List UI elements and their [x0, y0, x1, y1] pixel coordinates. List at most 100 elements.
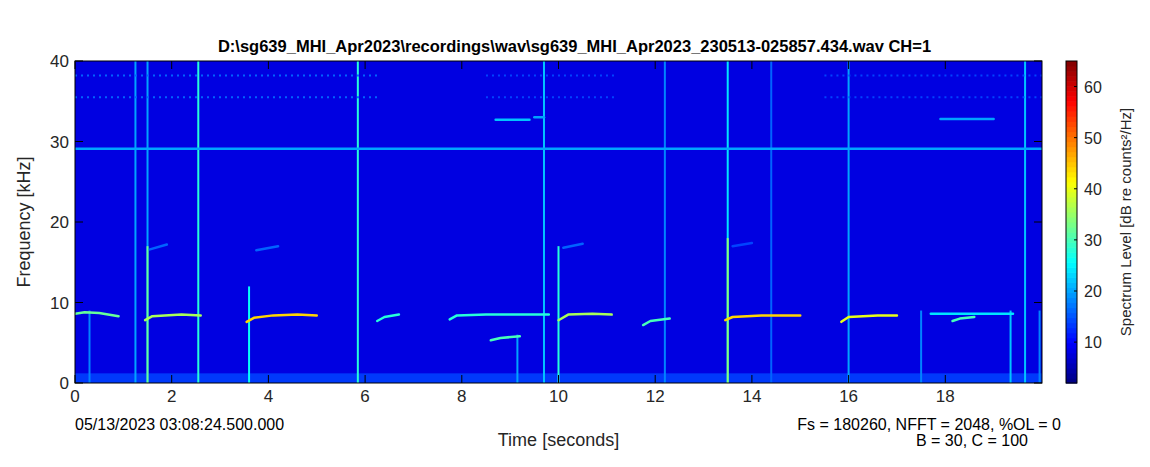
colorbar-swatch [1066, 101, 1077, 107]
colorbar-swatch [1066, 106, 1077, 112]
colorbar-swatch [1066, 227, 1077, 233]
x-tick [75, 61, 76, 69]
figure: 024681012141618010203040D:\sg639_MHI_Apr… [0, 0, 1150, 467]
tonal [643, 319, 670, 325]
colorbar-swatch [1066, 116, 1077, 122]
tonal [953, 317, 975, 321]
colorbar-swatch [1066, 126, 1077, 132]
y-tick [1034, 141, 1042, 142]
colorbar-label: Spectrum Level [dB re counts²/Hz] [1117, 108, 1134, 336]
colorbar-swatch [1066, 71, 1077, 77]
parameters: B = 30, C = 100 [916, 432, 1028, 449]
click [727, 61, 729, 383]
colorbar-swatch [1066, 212, 1077, 218]
tonal [150, 245, 167, 250]
colorbar-swatch [1066, 121, 1077, 127]
colorbar-tick-label: 40 [1084, 181, 1102, 198]
colorbar-swatch [1066, 292, 1077, 298]
tonal [75, 147, 1042, 150]
y-tick-label: 20 [50, 213, 69, 232]
x-tick [268, 375, 269, 383]
tonal [940, 118, 993, 121]
x-tick-label: 6 [360, 387, 369, 406]
tonal [559, 314, 612, 320]
colorbar-swatch [1066, 348, 1077, 354]
background-level [75, 61, 1042, 383]
colorbar-swatch [1066, 277, 1077, 283]
colorbar-swatch [1066, 328, 1077, 334]
colorbar-tick [1074, 86, 1077, 87]
x-tick [945, 61, 946, 69]
colorbar-tick [1074, 137, 1077, 138]
tonal [841, 315, 897, 321]
click [248, 286, 250, 383]
x-tick [848, 375, 849, 383]
colorbar-swatch [1066, 66, 1077, 72]
colorbar-tick-label: 10 [1084, 334, 1102, 351]
click [1024, 61, 1026, 383]
y-tick-label: 10 [50, 294, 69, 313]
y-tick [75, 222, 83, 223]
x-tick-label: 10 [549, 387, 568, 406]
click [664, 61, 666, 383]
colorbar-swatch [1066, 368, 1077, 374]
colorbar-swatch [1066, 61, 1077, 67]
colorbar-swatch [1066, 373, 1077, 379]
y-tick-label: 30 [50, 133, 69, 152]
colorbar-swatch [1066, 282, 1077, 288]
y-tick-label: 40 [50, 52, 69, 71]
colorbar-swatch [1066, 167, 1077, 173]
click [197, 61, 199, 383]
click [357, 61, 359, 383]
x-tick [945, 375, 946, 383]
click [727, 238, 729, 383]
colorbar-swatch [1066, 192, 1077, 198]
click [543, 61, 545, 383]
y-tick-label: 0 [60, 374, 69, 393]
colorbar-tick [1074, 342, 1077, 343]
tonal [491, 336, 520, 340]
colorbar-frame [1066, 61, 1077, 383]
colorbar-swatch [1066, 182, 1077, 188]
x-tick-label: 0 [70, 387, 79, 406]
colorbar-tick [1074, 291, 1077, 292]
colorbar-tick-label: 50 [1084, 130, 1102, 147]
x-tick-label: 14 [742, 387, 761, 406]
y-tick [75, 61, 83, 62]
tonal [450, 315, 549, 320]
click [89, 311, 91, 383]
click [516, 335, 518, 383]
y-tick [75, 383, 83, 384]
colorbar-swatch [1066, 333, 1077, 339]
x-tick-label: 18 [936, 387, 955, 406]
colorbar-swatch [1066, 232, 1077, 238]
colorbar-swatch [1066, 162, 1077, 168]
colorbar-swatch [1066, 237, 1077, 243]
colorbar-swatch [1066, 318, 1077, 324]
x-tick [558, 61, 559, 69]
colorbar-swatch [1066, 187, 1077, 193]
colorbar-swatch [1066, 86, 1077, 92]
tonal [145, 315, 201, 321]
colorbar-swatch [1066, 313, 1077, 319]
colorbar-swatch [1066, 91, 1077, 97]
parameters: Fs = 180260, NFFT = 2048, %OL = 0 [797, 416, 1061, 433]
colorbar-swatch [1066, 308, 1077, 314]
x-tick [268, 61, 269, 69]
colorbar-swatch [1066, 323, 1077, 329]
x-tick [461, 61, 462, 69]
x-tick-label: 4 [264, 387, 273, 406]
colorbar: 102030405060Spectrum Level [dB re counts… [1066, 61, 1134, 384]
y-tick [1034, 302, 1042, 303]
x-tick [655, 61, 656, 69]
colorbar-swatch [1066, 96, 1077, 102]
tonal [733, 243, 752, 246]
colorbar-swatch [1066, 157, 1077, 163]
colorbar-tick-label: 60 [1084, 79, 1102, 96]
colorbar-swatch [1066, 131, 1077, 137]
click [770, 61, 772, 383]
tonal [725, 315, 800, 320]
x-tick [848, 61, 849, 69]
colorbar-swatch [1066, 343, 1077, 349]
click [848, 61, 850, 383]
